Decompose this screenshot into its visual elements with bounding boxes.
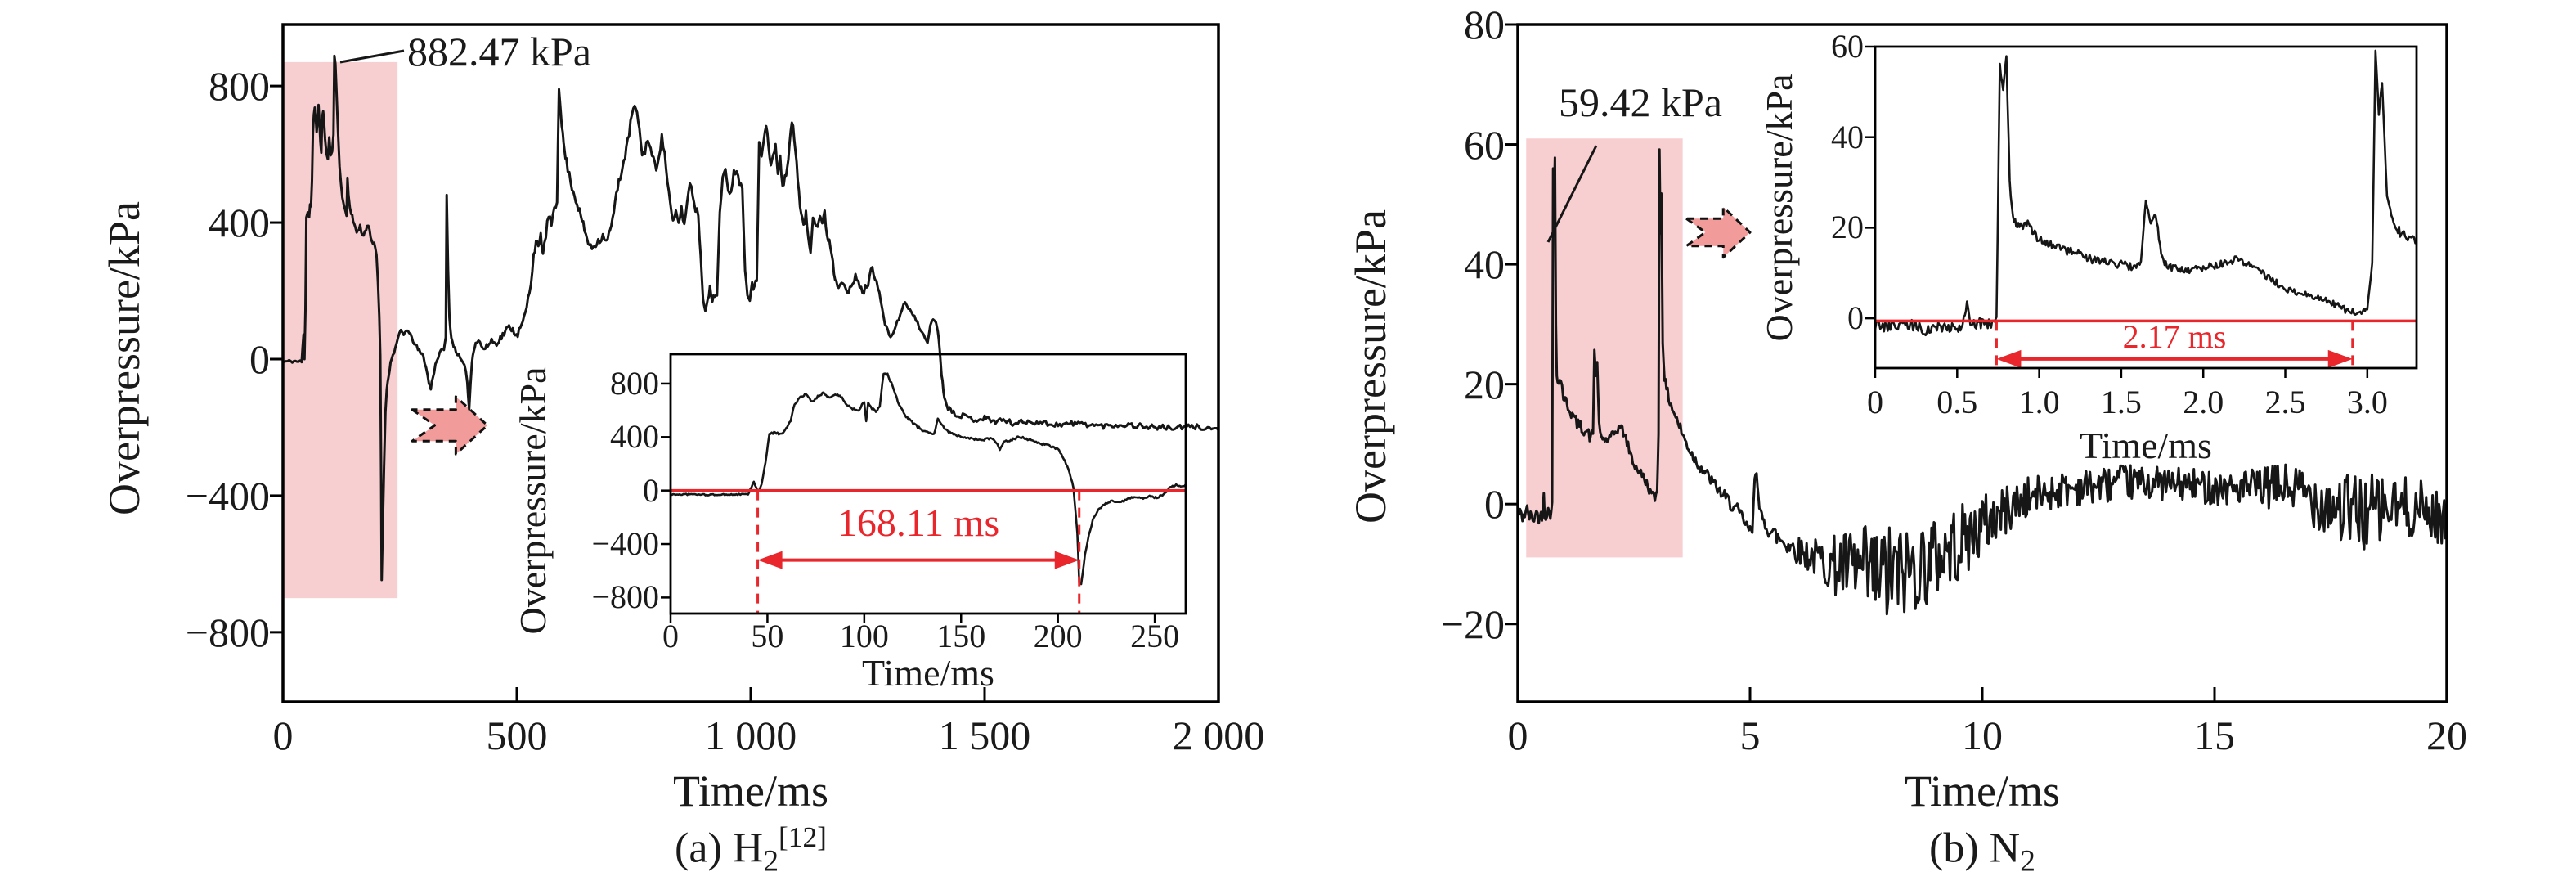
annotation-leader-line <box>1546 145 1598 243</box>
inset-x-tick-label: 250 <box>1130 618 1180 654</box>
inset-x-tick-label: 2.5 <box>2264 384 2306 420</box>
x-tick-label: 0 <box>1507 712 1528 758</box>
inset-y-tick-label: 400 <box>610 418 659 456</box>
duration-arrow-head-right <box>2327 349 2353 368</box>
inset-axis-frame <box>1874 45 2418 370</box>
y-tick-label: 0 <box>1484 481 1505 528</box>
peak-annotation-a: 882.47 kPa <box>407 29 591 74</box>
inset-x-tick-label: 0.5 <box>1936 384 1978 420</box>
burst-arrow-icon <box>411 395 489 456</box>
caption-b-text: (b) N <box>1929 825 2021 872</box>
inset-x-tick-label: 1.5 <box>2100 384 2142 420</box>
inset-curve <box>1875 49 2417 337</box>
x-axis-label-b: Time/ms <box>1904 766 2061 816</box>
duration-arrow-head-left <box>757 551 783 569</box>
caption-a-text: (a) H <box>675 825 764 872</box>
duration-arrow-head-right <box>1054 551 1079 569</box>
y-tick-label: 400 <box>209 200 270 246</box>
y-tick-label: −20 <box>1440 600 1505 647</box>
y-tick-label: 20 <box>1464 361 1505 407</box>
inset-x-tick-label: 100 <box>839 618 889 654</box>
inset-curve <box>671 372 1186 586</box>
main-curve <box>1518 148 2447 616</box>
x-tick-label: 5 <box>1739 712 1761 758</box>
inset-y-tick-label: 0 <box>643 471 659 509</box>
inset-x-tick-label: 3.0 <box>2346 384 2388 420</box>
inset-axis-frame <box>669 353 1187 615</box>
inset-x-tick-label: 50 <box>751 618 784 654</box>
x-tick-label: 20 <box>2426 712 2467 758</box>
x-axis-label-a: Time/ms <box>672 766 829 816</box>
inset-y-tick-label: 20 <box>1831 209 1864 246</box>
peak-annotation-b: 59.42 kPa <box>1559 79 1722 125</box>
y-tick-label: 800 <box>209 63 270 110</box>
y-tick-label: −800 <box>185 609 270 655</box>
inset-y-tick-label: 60 <box>1831 28 1864 65</box>
caption-a-sup: [12] <box>779 820 827 853</box>
inset-y-tick-label: 800 <box>610 364 659 402</box>
y-tick-label: 80 <box>1464 2 1505 47</box>
inset-x-tick-label: 2.0 <box>2183 384 2224 420</box>
x-tick-label: 1 500 <box>938 712 1031 758</box>
duration-label-a: 168.11 ms <box>837 501 1000 545</box>
x-tick-label: 2 000 <box>1172 712 1265 758</box>
inset-x-tick-label: 0 <box>1867 384 1883 420</box>
caption-b-sub: 2 <box>2020 844 2035 879</box>
y-tick-label: 40 <box>1464 241 1505 288</box>
x-tick-label: 10 <box>1962 712 2003 758</box>
x-tick-label: 500 <box>486 712 548 758</box>
y-tick-label: 0 <box>249 335 270 382</box>
inset-x-tick-label: 150 <box>936 618 986 654</box>
inset-y-tick-label: 0 <box>1847 299 1864 337</box>
caption-b: (b) N2 <box>1929 823 2035 877</box>
y-tick-label: −400 <box>185 472 270 519</box>
caption-a-sub: 2 <box>763 844 779 879</box>
inset-x-tick-label: 1.0 <box>2018 384 2060 420</box>
duration-arrow-head-left <box>1996 349 2022 368</box>
inset-y-tick-label: 40 <box>1831 118 1864 155</box>
inset-x-axis-label-a: Time/ms <box>862 652 994 694</box>
inset-y-tick-label: −400 <box>591 525 659 563</box>
annotation-leader-line <box>339 49 405 64</box>
x-tick-label: 15 <box>2194 712 2235 758</box>
duration-label-b: 2.17 ms <box>2122 318 2227 355</box>
inset-y-tick-label: −800 <box>591 578 659 616</box>
burst-arrow-icon <box>1685 205 1752 259</box>
inset-x-tick-label: 0 <box>662 618 679 654</box>
inset-x-tick-label: 200 <box>1033 618 1083 654</box>
y-tick-label: 60 <box>1464 121 1505 168</box>
caption-a: (a) H2[12] <box>675 820 827 879</box>
x-tick-label: 0 <box>272 712 294 758</box>
x-tick-label: 1 000 <box>704 712 797 758</box>
inset-x-axis-label-b: Time/ms <box>2080 425 2212 466</box>
main-curve <box>283 54 1218 582</box>
